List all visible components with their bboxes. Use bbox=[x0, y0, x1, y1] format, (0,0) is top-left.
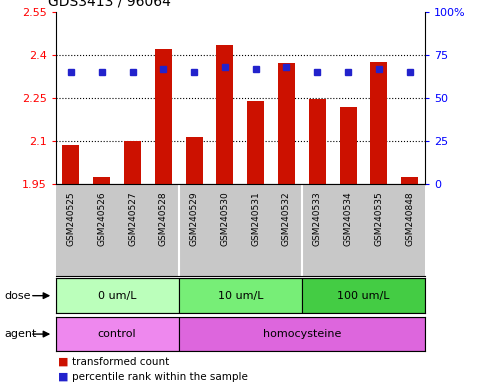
Bar bbox=[370, 62, 387, 184]
Bar bbox=[124, 141, 141, 184]
Text: homocysteine: homocysteine bbox=[263, 329, 341, 339]
Bar bbox=[93, 177, 110, 184]
Text: ■: ■ bbox=[58, 372, 69, 382]
Text: GSM240530: GSM240530 bbox=[220, 192, 229, 247]
Text: agent: agent bbox=[5, 329, 37, 339]
Text: GDS3413 / 96064: GDS3413 / 96064 bbox=[48, 0, 171, 9]
Text: 10 um/L: 10 um/L bbox=[217, 291, 263, 301]
Bar bbox=[278, 63, 295, 184]
Bar bbox=[216, 45, 233, 184]
Text: dose: dose bbox=[5, 291, 31, 301]
Bar bbox=[340, 106, 356, 184]
Bar bbox=[185, 137, 202, 184]
Bar bbox=[247, 101, 264, 184]
Text: percentile rank within the sample: percentile rank within the sample bbox=[72, 372, 248, 382]
Text: transformed count: transformed count bbox=[72, 357, 170, 367]
Bar bbox=[155, 49, 172, 184]
Bar bbox=[62, 146, 79, 184]
Bar bbox=[309, 99, 326, 184]
Text: GSM240528: GSM240528 bbox=[159, 192, 168, 246]
Bar bbox=[401, 177, 418, 184]
Text: 0 um/L: 0 um/L bbox=[98, 291, 136, 301]
Bar bbox=[179, 317, 425, 351]
Text: GSM240527: GSM240527 bbox=[128, 192, 137, 246]
Text: 100 um/L: 100 um/L bbox=[337, 291, 390, 301]
Text: GSM240535: GSM240535 bbox=[374, 192, 384, 247]
Text: GSM240533: GSM240533 bbox=[313, 192, 322, 247]
Text: GSM240534: GSM240534 bbox=[343, 192, 353, 246]
Text: GSM240532: GSM240532 bbox=[282, 192, 291, 246]
Bar bbox=[56, 317, 179, 351]
Bar bbox=[179, 278, 302, 313]
Text: control: control bbox=[98, 329, 136, 339]
Bar bbox=[56, 278, 179, 313]
Text: GSM240531: GSM240531 bbox=[251, 192, 260, 247]
Text: GSM240848: GSM240848 bbox=[405, 192, 414, 246]
Bar bbox=[302, 278, 425, 313]
Text: GSM240529: GSM240529 bbox=[190, 192, 199, 246]
Text: ■: ■ bbox=[58, 357, 69, 367]
Text: GSM240525: GSM240525 bbox=[67, 192, 75, 246]
Text: GSM240526: GSM240526 bbox=[97, 192, 106, 246]
